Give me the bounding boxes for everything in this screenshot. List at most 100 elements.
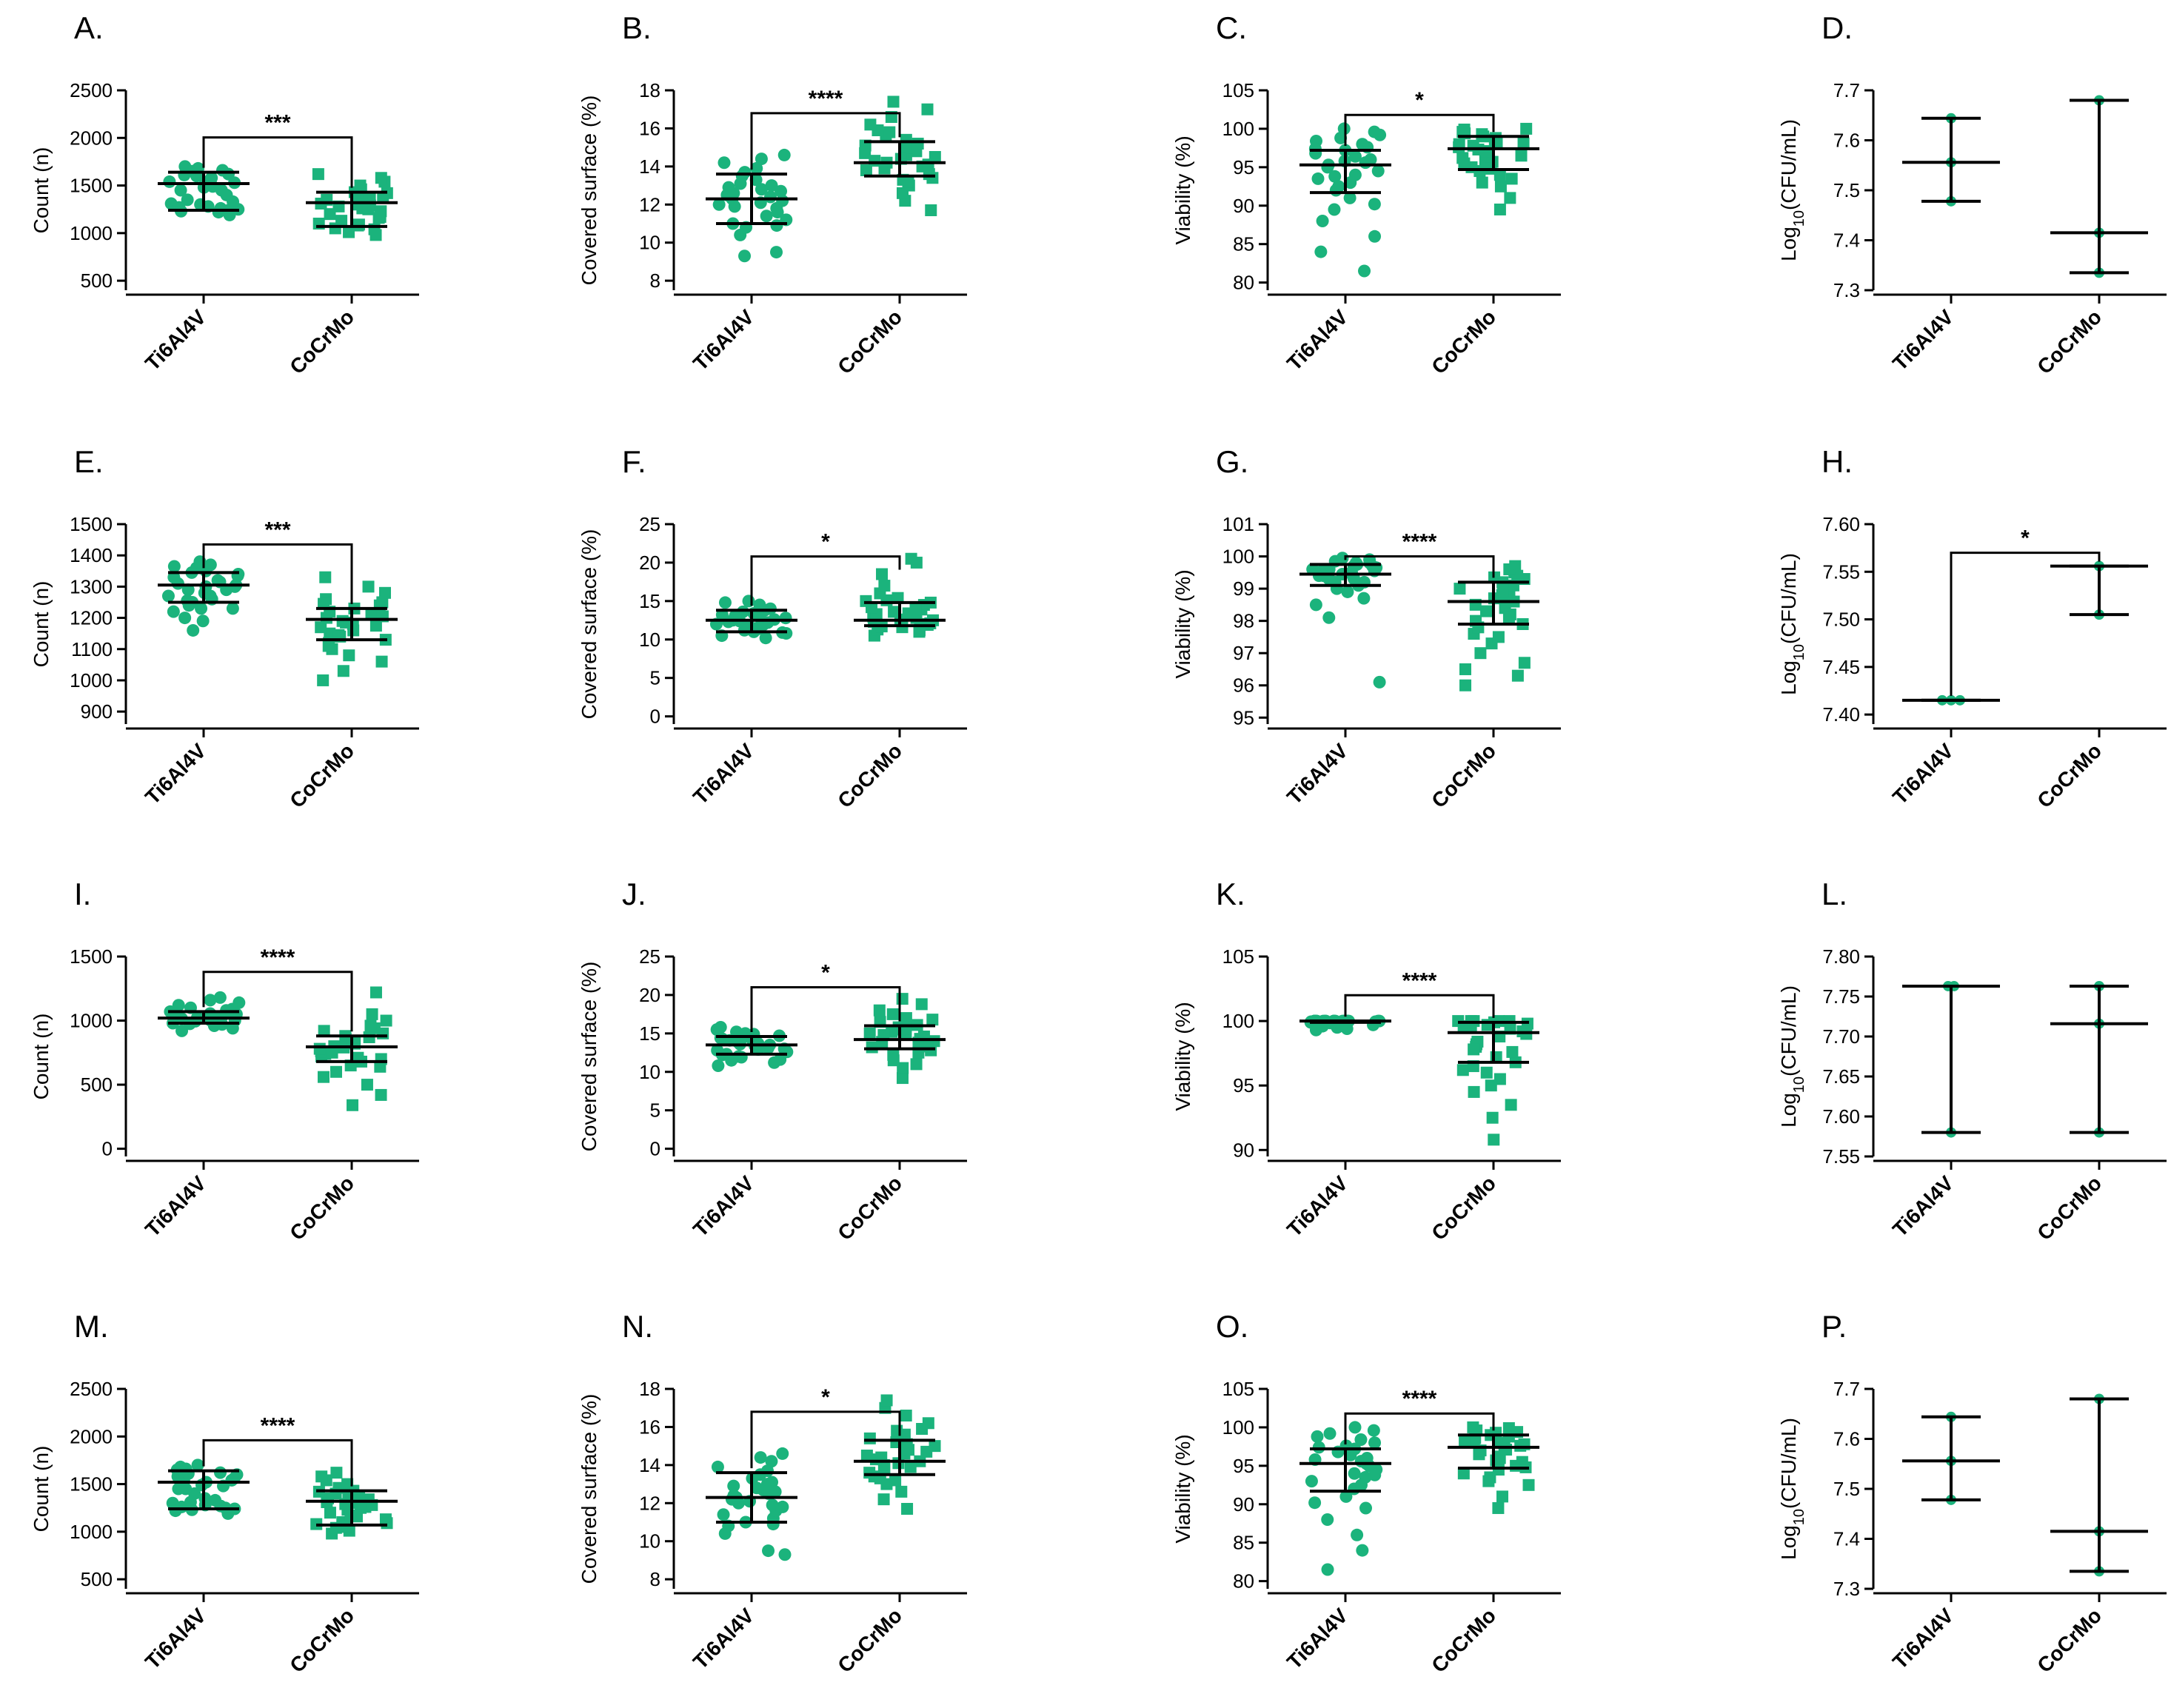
x-category-label: CoCrMo	[833, 1604, 906, 1677]
data-point	[877, 1028, 890, 1041]
data-point	[895, 1485, 908, 1498]
data-point	[905, 552, 917, 565]
data-point	[167, 605, 180, 618]
y-tick-label: 1000	[70, 1521, 113, 1543]
data-point	[901, 1503, 914, 1515]
data-point	[173, 201, 186, 214]
y-axis-label: Covered surface (%)	[578, 962, 601, 1152]
data-point	[1496, 1490, 1509, 1503]
data-point	[1316, 215, 1329, 228]
data-point	[753, 598, 766, 612]
data-point	[877, 1493, 890, 1506]
data-point	[1348, 168, 1362, 181]
y-tick-label: 7.70	[1822, 1025, 1860, 1048]
data-point	[929, 151, 941, 163]
data-point	[1518, 657, 1531, 669]
data-point	[330, 1065, 343, 1078]
data-point	[1454, 583, 1466, 595]
x-category-label: Ti6Al4V	[1282, 739, 1352, 808]
x-category-label: CoCrMo	[2033, 305, 2106, 378]
data-point	[896, 1072, 909, 1085]
significance-bracket	[750, 555, 901, 606]
data-point	[1480, 1066, 1493, 1079]
data-point	[332, 629, 345, 641]
y-axis-label: Covered surface (%)	[578, 96, 601, 286]
panel-h: H. 7.40 7.45 7.50 7.55 7.60 Log10(CFU/mL) Ti6Al…	[1777, 444, 2167, 812]
y-tick-label: 98	[1233, 610, 1254, 632]
data-point	[712, 198, 726, 211]
data-point	[1360, 1451, 1374, 1464]
x-category-label: CoCrMo	[1427, 1604, 1500, 1677]
data-point	[187, 623, 200, 637]
data-point	[755, 153, 768, 166]
data-point	[725, 1054, 738, 1067]
panel-letter: J.	[622, 877, 646, 911]
data-point	[330, 1467, 343, 1479]
x-category-label: CoCrMo	[285, 1604, 358, 1677]
data-point	[738, 166, 752, 179]
significance-label: *	[2021, 526, 2030, 551]
data-point	[167, 571, 181, 584]
significance-bracket	[750, 986, 901, 1032]
data-point	[341, 1478, 354, 1490]
significance-label: *	[821, 530, 830, 555]
data-point	[1465, 1021, 1477, 1034]
data-point	[167, 560, 181, 573]
data-point	[1367, 1424, 1380, 1437]
y-axis-label: Viability (%)	[1171, 1002, 1194, 1111]
y-axis-label: Count (n)	[30, 1014, 53, 1100]
y-tick-label: 7.6	[1833, 1428, 1860, 1450]
data-point	[1348, 1467, 1361, 1480]
y-tick-label: 2500	[70, 79, 113, 101]
data-point	[375, 1088, 387, 1101]
data-point	[766, 1498, 779, 1512]
data-point	[926, 1014, 939, 1026]
y-tick-label: 7.4	[1833, 1528, 1860, 1550]
panel-letter: B.	[622, 10, 652, 45]
data-point	[169, 1504, 182, 1518]
data-point	[343, 226, 355, 238]
data-point	[214, 1466, 227, 1479]
data-point	[313, 1042, 326, 1055]
data-point	[1493, 203, 1506, 215]
y-axis-label: Viability (%)	[1171, 1434, 1194, 1543]
data-point	[361, 1079, 373, 1091]
data-point	[920, 1445, 933, 1458]
y-tick-label: 95	[1233, 1074, 1254, 1096]
data-point	[355, 1501, 367, 1514]
data-point	[376, 596, 389, 609]
data-point	[766, 1518, 780, 1531]
data-point	[1515, 150, 1528, 162]
data-point	[1356, 138, 1369, 151]
data-point	[1345, 566, 1359, 579]
data-point	[1480, 605, 1493, 617]
y-tick-label: 900	[81, 700, 113, 723]
y-tick-label: 85	[1233, 233, 1254, 255]
panel-g: G. 95 96 97 98 99 100 101 Viability (%) Ti6Al4V Co…	[1171, 444, 1561, 812]
y-tick-label: 10	[639, 1061, 660, 1083]
data-point	[878, 580, 891, 592]
data-point	[206, 180, 219, 193]
data-point	[1322, 611, 1336, 624]
data-point	[770, 219, 783, 232]
data-point	[227, 195, 240, 208]
data-point	[1459, 679, 1472, 691]
x-category-label: Ti6Al4V	[1282, 1604, 1352, 1673]
data-point	[191, 1459, 204, 1472]
data-point	[1476, 128, 1488, 141]
data-point	[163, 175, 176, 188]
y-tick-label: 100	[1222, 546, 1254, 568]
y-tick-label: 105	[1222, 945, 1254, 968]
y-axis-label: Log10(CFU/mL)	[1777, 1418, 1807, 1560]
data-point	[922, 1417, 934, 1430]
y-axis-label: Covered surface (%)	[578, 1394, 601, 1584]
y-tick-label: 2500	[70, 1378, 113, 1400]
data-point	[1492, 1501, 1505, 1514]
data-point	[343, 649, 355, 662]
significance-label: ****	[261, 1413, 295, 1438]
data-point	[763, 602, 777, 615]
data-point	[161, 589, 175, 603]
y-tick-label: 95	[1233, 1455, 1254, 1477]
y-tick-label: 0	[102, 1138, 113, 1160]
data-point	[860, 595, 872, 607]
